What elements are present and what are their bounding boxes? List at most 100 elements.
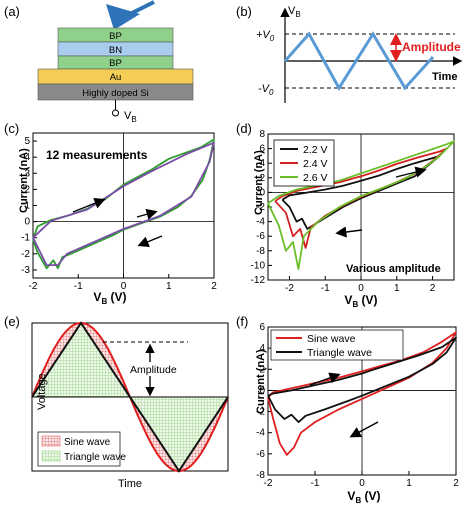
c-ytick-label: -3	[21, 265, 30, 276]
e-legend-label-sine: Sine wave	[64, 437, 111, 448]
f-ytick-label: 2	[259, 364, 265, 375]
layer-label-si: Highly doped Si	[82, 88, 149, 99]
c-ytick-label: -2	[21, 249, 30, 260]
f-xtick-label: 1	[406, 478, 412, 489]
c-ylabel: Current (nA)	[18, 148, 30, 213]
e-chart-area	[31, 321, 229, 473]
d-ytick-label: 4	[259, 158, 265, 169]
d-series-2	[267, 140, 455, 271]
e-triangle-curve	[31, 321, 229, 473]
panel-f: (f) -2 -1 0 1 2 -8 -6 -4 -2 0 2 4 6 Sine wave Triangl…	[236, 314, 459, 505]
terminal-label: VB	[124, 110, 137, 124]
c-xtick-label: -1	[74, 281, 83, 292]
f-ylabel: Current (nA)	[255, 349, 267, 414]
layer-label-au: Au	[110, 72, 122, 83]
f-ytick-label: -4	[256, 428, 265, 439]
d-ytick-label: -8	[256, 246, 265, 257]
c-ytick-label: 5	[24, 136, 30, 147]
d-annotation: Various amplitude	[346, 263, 441, 275]
d-xtick-label: 1	[394, 283, 400, 294]
c-ytick-label: 4	[24, 152, 30, 163]
panel-c-label: (c)	[4, 121, 19, 136]
panel-b: (b) VB +V0 -V0 Amplitude Time	[236, 4, 463, 103]
f-ytick-label: 0	[259, 385, 265, 396]
d-xtick-label: -1	[321, 283, 330, 294]
panel-a-label: (a)	[4, 4, 20, 19]
b-pos-level: +V0	[256, 29, 275, 43]
f-chart-area: -2 -1 0 1 2 -8 -6 -4 -2 0 2 4 6	[256, 322, 459, 489]
d-arrow-backward	[335, 226, 363, 238]
d-ytick-label: 2	[259, 173, 265, 184]
e-legend-swatch-sine	[41, 435, 61, 447]
c-xtick-label: 1	[166, 281, 172, 292]
c-ytick-label: 1	[24, 201, 30, 212]
b-triangle-wave	[283, 31, 435, 91]
d-ytick-label: 8	[259, 129, 265, 140]
c-ytick-label: 0	[24, 217, 30, 228]
d-xtick-label: 0	[358, 283, 364, 294]
e-amplitude-label-bg	[129, 362, 189, 376]
f-ytick-label: 6	[259, 322, 265, 333]
d-ytick-label: -6	[256, 231, 265, 242]
c-ytick-label: 2	[24, 184, 30, 195]
f-xtick-label: -2	[264, 478, 273, 489]
c-xtick-label: 2	[211, 281, 217, 292]
c-xlabel: VB (V)	[93, 290, 126, 306]
e-xlabel: Time	[118, 478, 142, 490]
panel-f-label: (f)	[236, 314, 248, 329]
c-xtick-label: -2	[29, 281, 38, 292]
f-ytick-label: -6	[256, 449, 265, 460]
d-ylabel: Current (nA)	[253, 150, 265, 215]
c-series-1	[32, 141, 215, 267]
e-ylabel: Voltage	[36, 373, 48, 410]
f-xtick-label: 2	[453, 478, 459, 489]
b-xlabel: Time	[432, 71, 457, 83]
cantilever	[113, 0, 155, 24]
d-ytick-label: -2	[256, 202, 265, 213]
f-legend-label-1: Triangle wave	[307, 347, 372, 359]
d-xlabel: VB (V)	[344, 293, 377, 309]
d-legend-label-0: 2.2 V	[303, 144, 328, 156]
panel-b-label: (b)	[236, 4, 252, 19]
d-xtick-label: -2	[285, 283, 294, 294]
d-ytick-label: 6	[259, 144, 265, 155]
e-legend-label-triangle: Triangle wave	[64, 452, 126, 463]
layer-label-bp-top: BP	[109, 31, 122, 42]
d-legend-label-2: 2.6 V	[303, 172, 328, 184]
terminal-icon	[112, 109, 119, 117]
layer-label-bn: BN	[109, 45, 122, 56]
d-ytick-label: -4	[256, 217, 265, 228]
f-xtick-label: -1	[311, 478, 320, 489]
f-legend-label-0: Sine wave	[307, 333, 356, 345]
panel-e: (e) Amplitude Sine wave Triangle wave Vo…	[4, 314, 229, 490]
d-legend-label-1: 2.4 V	[303, 158, 328, 170]
c-arrow-forward-2	[136, 208, 158, 220]
f-xlabel: VB (V)	[347, 489, 380, 505]
panel-a: (a) BP BN BP Au Highly doped Si VB	[4, 0, 194, 124]
d-ytick-label: -10	[251, 260, 266, 271]
c-arrow-forward	[72, 197, 106, 213]
f-ytick-label: -2	[256, 407, 265, 418]
c-ytick-label: 3	[24, 168, 30, 179]
b-neg-level: -V0	[258, 83, 274, 97]
f-xtick-label: 0	[359, 478, 365, 489]
b-amplitude-label: Amplitude	[402, 40, 461, 54]
c-annotation: 12 measurements	[46, 148, 148, 162]
f-arrow-forward	[309, 372, 341, 386]
f-ytick-label: 4	[259, 343, 265, 354]
d-xtick-label: 2	[430, 283, 436, 294]
c-ytick-label: -1	[21, 233, 30, 244]
e-amplitude-label: Amplitude	[130, 364, 177, 376]
panel-d-label: (d)	[236, 121, 252, 136]
b-ylabel: VB	[288, 5, 301, 19]
d-ytick-label: 0	[259, 187, 265, 198]
layer-label-bp-bottom: BP	[109, 58, 122, 69]
panel-e-label: (e)	[4, 314, 20, 329]
c-arrow-backward	[137, 235, 163, 248]
f-arrow-backward	[349, 421, 379, 438]
f-ytick-label: -8	[256, 470, 265, 481]
